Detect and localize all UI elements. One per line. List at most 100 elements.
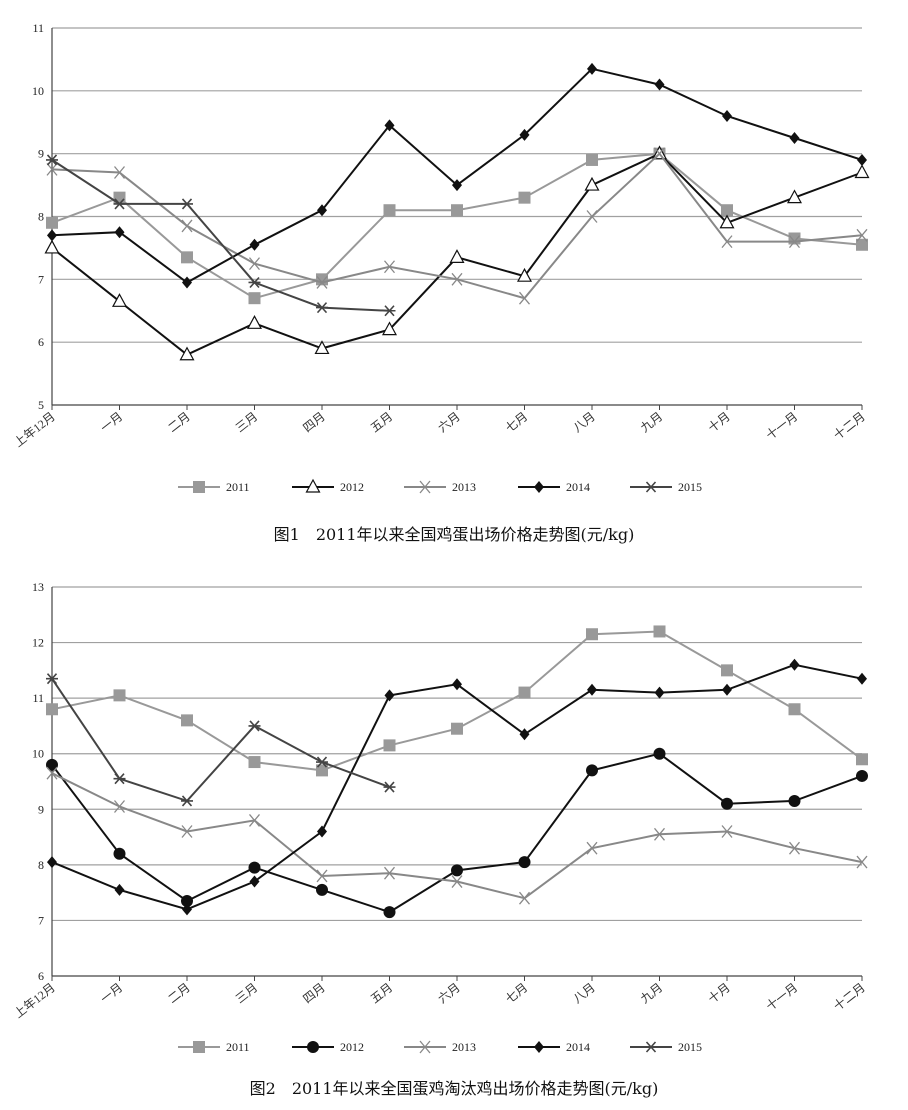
data-point — [181, 714, 193, 727]
data-point — [383, 204, 396, 217]
x-tick-label: 三月 — [233, 409, 261, 435]
data-point — [182, 903, 192, 916]
legend-item-2013: 2013 — [404, 480, 476, 494]
data-point — [248, 292, 261, 305]
legend-label: 2015 — [678, 480, 702, 494]
data-point — [856, 238, 868, 251]
data-point — [249, 875, 260, 888]
data-point — [586, 841, 598, 855]
y-tick-label: 5 — [38, 398, 44, 412]
data-point — [384, 260, 395, 274]
data-point — [654, 827, 665, 841]
data-point — [854, 164, 870, 179]
data-point — [451, 864, 463, 877]
series-line-2013 — [51, 772, 863, 900]
series-2011 — [46, 625, 868, 777]
data-point — [384, 866, 395, 880]
data-point — [789, 841, 800, 855]
legend-marker — [193, 481, 205, 493]
data-point — [384, 119, 395, 132]
data-point — [586, 628, 598, 641]
series-line-2015 — [51, 159, 390, 312]
data-point — [856, 855, 868, 869]
data-point — [721, 664, 733, 677]
legend-item-2014: 2014 — [518, 480, 590, 494]
x-tick-label: 十二月 — [831, 409, 868, 442]
y-tick-label: 6 — [38, 969, 44, 983]
data-point — [181, 219, 193, 233]
y-tick-label: 6 — [38, 335, 44, 349]
data-point — [316, 273, 328, 286]
data-point — [653, 625, 666, 638]
data-point — [44, 239, 60, 254]
data-point — [113, 847, 126, 860]
data-point — [722, 109, 732, 122]
data-point — [47, 856, 57, 869]
data-point — [857, 153, 867, 166]
data-point — [653, 747, 666, 760]
data-point — [788, 232, 801, 245]
data-point — [789, 131, 800, 144]
legend-marker — [645, 481, 657, 493]
data-point — [518, 686, 531, 699]
data-point — [46, 154, 58, 166]
y-tick-label: 11 — [32, 21, 44, 35]
data-point — [248, 720, 261, 732]
y-tick-label: 12 — [32, 636, 44, 650]
data-point — [654, 686, 665, 699]
y-tick-label: 9 — [38, 802, 44, 816]
data-point — [248, 861, 261, 874]
legend-item-2015: 2015 — [630, 480, 702, 494]
data-point — [586, 210, 598, 223]
data-point — [518, 856, 531, 869]
x-tick-label: 八月 — [570, 409, 598, 435]
data-point — [452, 179, 462, 192]
data-point — [449, 249, 465, 263]
data-point — [721, 204, 733, 217]
series-line-2013 — [51, 152, 863, 300]
data-point — [518, 191, 531, 204]
legend-item-2014: 2014 — [518, 1040, 590, 1054]
data-point — [721, 825, 733, 838]
data-point — [249, 257, 260, 271]
caption-chart-2: 图2 2011年以来全国蛋鸡淘汰鸡出场价格走势图(元/kg) — [250, 1079, 659, 1098]
x-tick-label: 六月 — [435, 980, 463, 1006]
data-point — [316, 302, 328, 314]
legend-marker — [305, 478, 321, 493]
series-2012 — [44, 145, 870, 361]
series-2011 — [46, 147, 868, 305]
data-point — [856, 228, 868, 242]
data-point — [181, 198, 193, 210]
data-point — [519, 891, 530, 905]
legend-label: 2011 — [226, 1040, 250, 1054]
data-point — [316, 276, 328, 289]
data-point — [788, 703, 801, 716]
series-2015 — [46, 673, 396, 807]
data-point — [46, 703, 58, 716]
x-tick-label: 三月 — [233, 980, 261, 1006]
data-point — [114, 166, 125, 179]
data-point — [248, 756, 261, 769]
x-tick-label: 十月 — [705, 980, 733, 1006]
data-point — [47, 229, 57, 242]
data-point — [381, 321, 398, 336]
data-point — [786, 189, 803, 204]
data-point — [316, 756, 328, 768]
data-point — [314, 340, 330, 355]
x-tick-label: 十一月 — [763, 409, 800, 442]
series-2015 — [46, 154, 396, 317]
data-point — [721, 797, 733, 810]
series-2014 — [47, 658, 867, 916]
y-tick-label: 10 — [32, 747, 44, 761]
data-point — [856, 753, 868, 766]
legend-item-2011: 2011 — [178, 480, 250, 494]
legend-label: 2011 — [226, 480, 250, 494]
data-point — [317, 825, 327, 838]
data-point — [584, 176, 600, 191]
data-point — [654, 78, 665, 91]
legend-item-2015: 2015 — [630, 1040, 702, 1054]
data-point — [789, 235, 800, 249]
data-point — [451, 722, 463, 735]
data-point — [181, 894, 193, 907]
